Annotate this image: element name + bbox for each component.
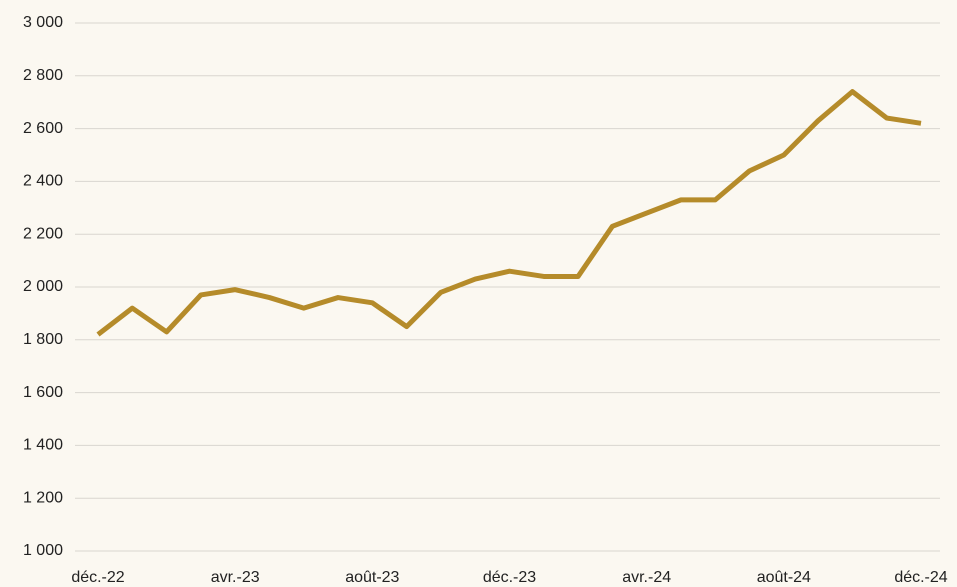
line-series xyxy=(96,89,922,337)
x-tick-label: déc.-23 xyxy=(483,569,536,586)
y-tick-label: 1 600 xyxy=(23,384,63,401)
x-tick-label: avr.-23 xyxy=(211,569,260,586)
x-tick-label: déc.-22 xyxy=(71,569,124,586)
y-tick-label: 1 000 xyxy=(23,542,63,559)
x-tick-label: avr.-24 xyxy=(622,569,671,586)
x-tick-label: déc.-24 xyxy=(894,569,947,586)
y-tick-label: 3 000 xyxy=(23,14,63,31)
y-tick-label: 1 400 xyxy=(23,437,63,454)
y-tick-label: 2 400 xyxy=(23,173,63,190)
y-tick-label: 2 600 xyxy=(23,120,63,137)
x-tick-label: août-24 xyxy=(757,569,811,586)
y-tick-label: 2 800 xyxy=(23,67,63,84)
y-tick-label: 2 000 xyxy=(23,278,63,295)
y-tick-label: 2 200 xyxy=(23,225,63,242)
x-tick-label: août-23 xyxy=(345,569,399,586)
y-tick-label: 1 200 xyxy=(23,489,63,506)
y-tick-label: 1 800 xyxy=(23,331,63,348)
